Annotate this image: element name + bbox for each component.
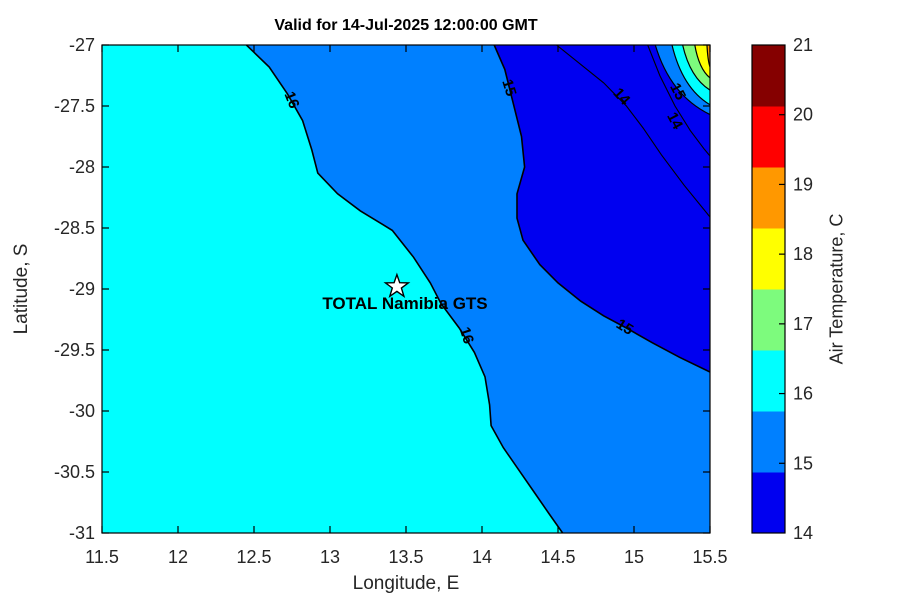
station-label: TOTAL Namibia GTS [322,294,488,313]
colorbar-band [752,167,785,229]
colorbar-band [752,228,785,290]
colorbar-band [752,289,785,351]
isoline-15C [493,45,710,373]
colorbar-tick-label: 18 [793,244,813,264]
x-axis-label: Longitude, E [352,573,460,594]
colorbar-tick-label: 15 [793,453,813,473]
y-tick-label: -31 [69,523,95,543]
corner-isoline-15C [654,45,710,116]
colorbar-tick-label: 16 [793,384,813,404]
colorbar-tick-label: 21 [793,35,813,55]
colorbar-label: Air Temperature, C [826,213,847,365]
isoline-16C [245,45,564,533]
x-tick-label: 15.5 [692,547,727,567]
colorbar-band [752,106,785,168]
colorbar-tick-label: 20 [793,105,813,125]
y-tick-label: -27 [69,35,95,55]
x-tick-label: 13.5 [388,547,423,567]
contour-label-16C: 16 [281,89,303,111]
x-tick-label: 11.5 [85,547,119,567]
colorbar-band [752,472,785,534]
y-tick-label: -28.5 [54,218,95,238]
contour-label-15C: 15 [613,316,636,339]
colorbar-tick-label: 17 [793,314,813,334]
isoline-14C [556,45,710,218]
colorbar-band [752,350,785,412]
y-tick-label: -28 [69,157,95,177]
colorbar-tick-label: 19 [793,174,813,194]
region-14-15C [494,45,710,372]
corner-isoline-16C [671,45,710,106]
isoline-14C [647,45,710,157]
colorbar-band [752,45,785,107]
corner-isoline-18C [694,45,710,79]
x-tick-label: 12.5 [236,547,271,567]
corner-isoline-17C [682,45,710,91]
plot-title: Valid for 14-Jul-2025 12:00:00 GMT [274,17,538,34]
x-tick-label: 14.5 [540,547,575,567]
contour-label-14C: 14 [663,110,686,133]
contour-label-16C: 16 [456,325,477,346]
y-tick-label: -27.5 [54,96,95,116]
y-tick-label: -29 [69,279,95,299]
x-tick-label: 12 [168,547,188,567]
x-tick-label: 14 [472,547,492,567]
colorbar-band [752,411,785,473]
y-axis-label: Latitude, S [11,243,32,335]
contour-label-15C: 15 [498,77,519,98]
station-marker-star [383,272,411,299]
x-tick-label: 15 [624,547,644,567]
x-tick-label: 13 [320,547,340,567]
y-tick-label: -29.5 [54,340,95,360]
y-tick-label: -30.5 [54,462,95,482]
colorbar-frame [751,44,786,534]
contour-label-15C: 15 [666,80,689,103]
y-tick-label: -30 [69,401,95,421]
corner-ring-18C [694,45,710,78]
colorbar-tick-label: 14 [793,523,813,543]
